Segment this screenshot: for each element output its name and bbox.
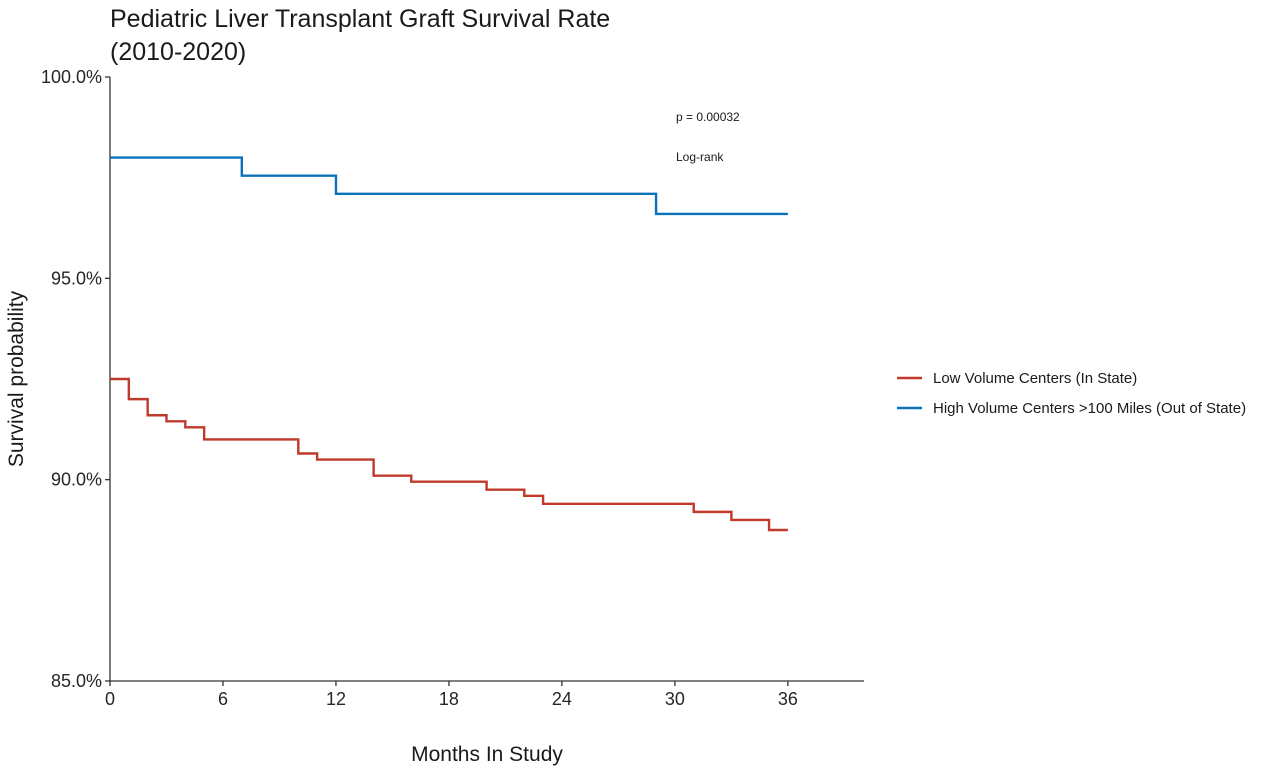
y-tick-label: 90.0% [51,470,102,490]
legend-label: High Volume Centers >100 Miles (Out of S… [933,400,1246,417]
y-axis-title: Survival probability [5,290,28,467]
legend-label: Low Volume Centers (In State) [933,370,1137,387]
logrank-annotation: p = 0.00032 Log-rank [676,110,740,164]
axes [109,77,864,682]
chart-title-group: Pediatric Liver Transplant Graft Surviva… [110,5,610,66]
test-name-label: Log-rank [676,150,724,164]
series-line-high-volume [110,156,788,216]
series-line-low-volume [110,377,788,532]
y-tick-label: 95.0% [51,268,102,288]
x-tick-label: 30 [665,689,685,709]
x-tick-label: 6 [218,689,228,709]
x-axis-title: Months In Study [411,743,563,766]
x-tick-label: 12 [326,689,346,709]
y-tick-label: 100.0% [41,67,102,87]
p-value-label: p = 0.00032 [676,110,740,124]
x-tick-label: 24 [552,689,572,709]
y-tick-label: 85.0% [51,671,102,691]
x-tick-label: 0 [105,689,115,709]
series-lines [110,156,788,532]
chart-title: Pediatric Liver Transplant Graft Surviva… [110,5,610,33]
x-tick-label: 18 [439,689,459,709]
legend: Low Volume Centers (In State) High Volume… [897,370,1246,417]
y-ticks: 85.0% 90.0% 95.0% 100.0% [41,67,110,691]
chart-subtitle: (2010-2020) [110,38,246,66]
x-tick-label: 36 [778,689,798,709]
x-ticks: 0 6 12 18 24 30 36 [105,681,798,709]
